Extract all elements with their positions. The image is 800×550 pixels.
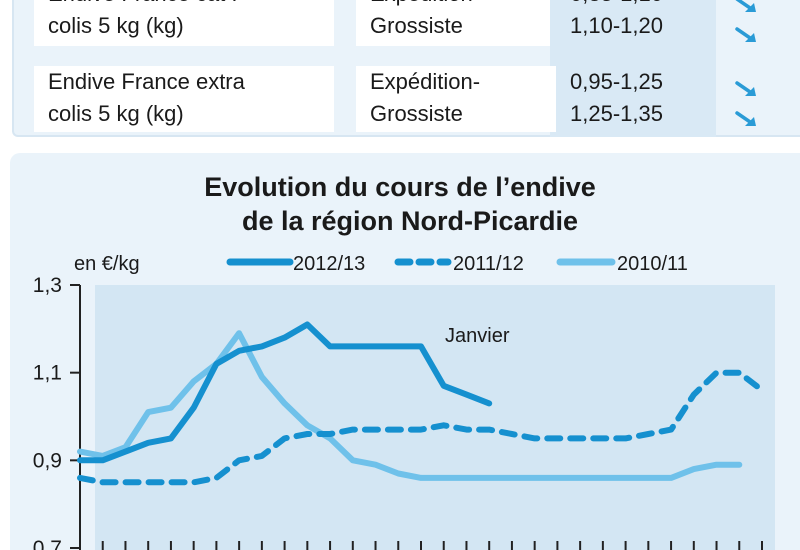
price-line-1: 0,85-1,10 (570, 0, 716, 10)
price-table: Endive France cat I colis 5 kg (kg) Expé… (12, 0, 800, 137)
price-cell (550, 0, 716, 137)
price-values: 0,95-1,25 1,25-1,35 (550, 66, 716, 132)
stage-line-1: Expédition- (370, 69, 481, 94)
series-line-2011-12 (77, 369, 765, 486)
legend-label: 2010/11 (617, 253, 688, 275)
product-line-1: Endive France extra (48, 69, 245, 94)
legend: 2012/13 2011/12 2010/11 (226, 253, 688, 275)
unit-label: en €/kg (74, 253, 140, 275)
annotation-janvier: Janvier (445, 325, 510, 347)
product-line-2: colis 5 kg (kg) (48, 13, 184, 38)
legend-label: 2011/12 (453, 253, 524, 275)
down-arrow-icon (735, 81, 756, 96)
price-line-2: 1,10-1,20 (570, 13, 663, 38)
stage-cell: Expédition- Grossiste (356, 0, 556, 46)
down-arrow-icon (735, 0, 756, 12)
stage-line-1: Expédition- (370, 0, 556, 10)
stage-cell: Expédition- Grossiste (356, 66, 556, 132)
product-line-1: Endive France cat I (48, 0, 334, 10)
stage-line-2: Grossiste (370, 13, 463, 38)
y-tick-label: 1,3 (33, 274, 62, 297)
chart-title-line-1: Evolution du cours de l’endive (204, 172, 596, 202)
down-arrow-icon (735, 111, 756, 126)
y-tick-label: 0,9 (33, 449, 62, 472)
series-line-2010-11 (77, 330, 743, 481)
product-cell: Endive France extra colis 5 kg (kg) (34, 66, 334, 132)
plot-background (95, 285, 775, 550)
y-tick-label: 0,7 (33, 537, 62, 550)
product-line-2: colis 5 kg (kg) (48, 101, 184, 126)
price-values: 0,85-1,10 1,10-1,20 (550, 0, 716, 46)
legend-label: 2012/13 (293, 253, 365, 275)
product-cell: Endive France cat I colis 5 kg (kg) (34, 0, 334, 46)
price-line-2: 1,25-1,35 (570, 101, 663, 126)
price-line-1: 0,95-1,25 (570, 69, 663, 94)
y-tick-label: 1,1 (33, 362, 62, 385)
chart-title-line-2: de la région Nord-Picardie (242, 206, 578, 236)
stage-line-2: Grossiste (370, 101, 463, 126)
series-line-2012-13 (77, 321, 493, 464)
plot-area: 1,3 1,1 0,9 0,7 (33, 274, 775, 550)
down-arrow-icon (735, 27, 756, 42)
